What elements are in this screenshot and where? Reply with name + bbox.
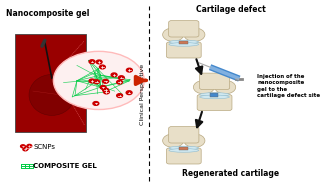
Text: COMPOSITE GEL: COMPOSITE GEL [33, 163, 97, 169]
Circle shape [103, 88, 109, 92]
Ellipse shape [169, 146, 198, 150]
FancyBboxPatch shape [179, 147, 188, 150]
Ellipse shape [193, 81, 215, 94]
Text: Clinical Perspective: Clinical Perspective [140, 64, 145, 125]
FancyBboxPatch shape [15, 34, 86, 132]
Text: Nanocomposite gel: Nanocomposite gel [6, 9, 89, 18]
Circle shape [96, 60, 102, 64]
Circle shape [24, 146, 29, 149]
Ellipse shape [200, 93, 230, 96]
Text: SCNPs: SCNPs [33, 144, 56, 150]
Ellipse shape [169, 40, 198, 44]
Ellipse shape [215, 81, 236, 94]
FancyBboxPatch shape [169, 21, 199, 37]
FancyBboxPatch shape [199, 73, 230, 90]
Circle shape [93, 101, 99, 105]
Circle shape [53, 51, 144, 109]
Ellipse shape [163, 28, 183, 41]
Text: Regenerated cartilage: Regenerated cartilage [182, 169, 279, 178]
Circle shape [126, 91, 132, 94]
Ellipse shape [184, 28, 205, 41]
Ellipse shape [169, 43, 198, 46]
Ellipse shape [169, 149, 198, 152]
Text: Cartilage defect: Cartilage defect [196, 5, 266, 14]
Circle shape [23, 148, 27, 151]
Ellipse shape [200, 95, 230, 99]
Circle shape [103, 79, 109, 83]
Ellipse shape [29, 74, 75, 115]
Ellipse shape [163, 134, 183, 147]
Circle shape [21, 145, 25, 148]
Circle shape [89, 60, 95, 64]
FancyBboxPatch shape [166, 42, 201, 58]
Circle shape [94, 80, 99, 84]
FancyBboxPatch shape [169, 127, 199, 143]
FancyBboxPatch shape [210, 93, 218, 97]
FancyBboxPatch shape [197, 94, 232, 111]
Circle shape [117, 94, 123, 98]
Circle shape [99, 65, 105, 69]
Circle shape [111, 73, 117, 77]
Circle shape [117, 80, 123, 84]
Circle shape [104, 90, 110, 94]
FancyBboxPatch shape [179, 41, 188, 44]
Text: Injection of the
nanocomposite
gel to the
cartilage defect site: Injection of the nanocomposite gel to th… [257, 74, 320, 98]
Ellipse shape [184, 134, 205, 147]
Circle shape [100, 85, 106, 89]
Circle shape [89, 79, 95, 83]
FancyBboxPatch shape [166, 148, 201, 164]
Circle shape [118, 76, 124, 80]
Circle shape [127, 68, 132, 72]
Circle shape [27, 144, 32, 147]
